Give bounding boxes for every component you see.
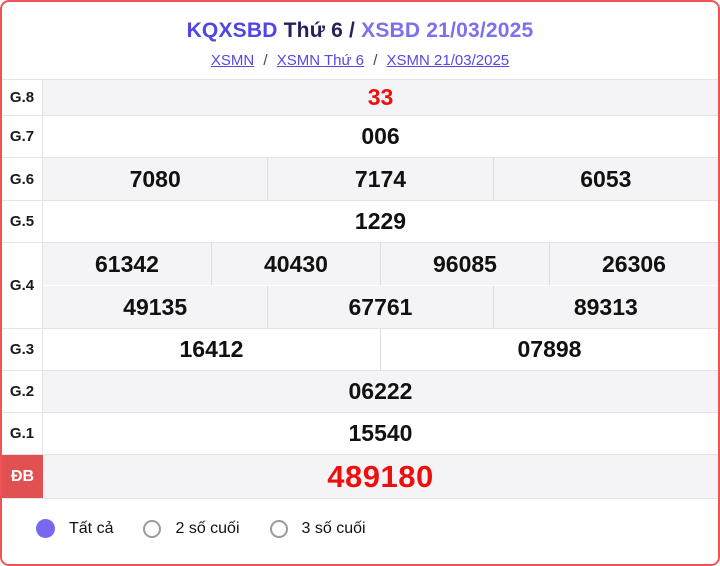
breadcrumb-link-xsmn-thu6[interactable]: XSMN Thứ 6 xyxy=(276,52,365,69)
prize-subrow: 15540 xyxy=(43,413,718,454)
prize-table: G.8 33 G.7 006 G.6 7080 7174 6053 G.5 1229 G.4 6134… xyxy=(2,79,718,498)
filter-option-1[interactable]: 2 số cuối xyxy=(143,519,240,538)
prize-row-db: ĐB 489180 xyxy=(2,454,718,498)
prize-value: 15540 xyxy=(348,420,413,446)
prize-value: 16412 xyxy=(179,336,244,362)
prize-value: 67761 xyxy=(267,286,492,328)
breadcrumb-separator: / xyxy=(263,52,268,69)
prize-values: 33 xyxy=(43,80,718,115)
prize-row-g3: G.3 16412 07898 xyxy=(2,328,718,370)
prize-value: 1229 xyxy=(354,208,407,234)
prize-subrow: 1229 xyxy=(43,201,718,242)
prize-label: G.7 xyxy=(2,116,43,157)
prize-value: 89313 xyxy=(492,286,718,328)
prize-values: 1229 xyxy=(43,201,718,242)
prize-row-g2: G.2 06222 xyxy=(2,370,718,412)
prize-value: 61342 xyxy=(95,250,159,277)
prize-value: 7080 xyxy=(129,165,181,192)
prize-value: 006 xyxy=(361,123,400,149)
filter-option-2[interactable]: 3 số cuối xyxy=(269,519,366,538)
prize-label: ĐB xyxy=(2,455,43,498)
title-brand: KQXSBD xyxy=(186,19,278,42)
prize-row-g4: G.4 61342 40430 96085 26306 49135 67761 89313 xyxy=(2,242,718,328)
prize-values: 16412 07898 xyxy=(43,329,718,370)
prize-value: 489180 xyxy=(327,458,434,494)
prize-values: 61342 40430 96085 26306 49135 67761 89313 xyxy=(43,243,718,328)
radio-unselected-icon[interactable] xyxy=(143,519,162,538)
prize-value: 07898 xyxy=(380,329,718,370)
prize-label: G.2 xyxy=(2,371,43,412)
page-title: KQXSBD Thứ 6 / XSBD 21/03/2025 xyxy=(2,19,718,43)
prize-value: 96085 xyxy=(380,243,549,285)
breadcrumb-link-xsmn-date[interactable]: XSMN 21/03/2025 xyxy=(386,52,510,69)
title-date: XSBD 21/03/2025 xyxy=(361,19,534,42)
prize-label: G.1 xyxy=(2,413,43,454)
prize-label: G.3 xyxy=(2,329,43,370)
filter-bar: Tất cả 2 số cuối 3 số cuối xyxy=(2,498,718,564)
prize-label: G.8 xyxy=(2,80,43,115)
prize-value: 06222 xyxy=(348,378,413,404)
title-middle: Thứ 6 / xyxy=(277,19,362,42)
filter-option-label: Tất cả xyxy=(69,519,114,537)
breadcrumb: XSMN / XSMN Thứ 6 / XSMN 21/03/2025 xyxy=(2,52,718,69)
prize-value: 7174 xyxy=(267,158,492,200)
filter-option-label: 2 số cuối xyxy=(175,519,240,537)
breadcrumb-link-xsmn[interactable]: XSMN xyxy=(210,52,255,69)
prize-subrow: 49135 67761 89313 xyxy=(43,285,718,328)
prize-values: 006 xyxy=(43,116,718,157)
prize-subrow: 61342 40430 96085 26306 xyxy=(43,243,718,285)
prize-values: 15540 xyxy=(43,413,718,454)
prize-value: 49135 xyxy=(123,293,188,320)
radio-selected-icon[interactable] xyxy=(36,519,55,538)
prize-row-g6: G.6 7080 7174 6053 xyxy=(2,157,718,200)
prize-value: 40430 xyxy=(211,243,380,285)
prize-row-g5: G.5 1229 xyxy=(2,200,718,242)
breadcrumb-separator: / xyxy=(373,52,378,69)
prize-label: G.5 xyxy=(2,201,43,242)
prize-row-g1: G.1 15540 xyxy=(2,412,718,454)
prize-value: 26306 xyxy=(549,243,718,285)
prize-subrow: 489180 xyxy=(43,455,718,498)
prize-subrow: 16412 07898 xyxy=(43,329,718,370)
prize-label: G.6 xyxy=(2,158,43,200)
prize-row-g7: G.7 006 xyxy=(2,115,718,157)
prize-row-g8: G.8 33 xyxy=(2,79,718,115)
prize-label: G.4 xyxy=(2,243,43,328)
prize-subrow: 33 xyxy=(43,80,718,115)
header: KQXSBD Thứ 6 / XSBD 21/03/2025 XSMN / XS… xyxy=(2,2,718,79)
prize-value: 6053 xyxy=(492,158,718,200)
prize-value: 33 xyxy=(367,84,394,110)
prize-values: 06222 xyxy=(43,371,718,412)
prize-subrow: 7080 7174 6053 xyxy=(43,158,718,200)
prize-values: 7080 7174 6053 xyxy=(43,158,718,200)
prize-subrow: 06222 xyxy=(43,371,718,412)
prize-subrow: 006 xyxy=(43,116,718,157)
prize-values: 489180 xyxy=(43,455,718,498)
filter-option-0[interactable]: Tất cả xyxy=(36,519,113,538)
filter-option-label: 3 số cuối xyxy=(301,519,366,537)
radio-unselected-icon[interactable] xyxy=(269,519,288,538)
